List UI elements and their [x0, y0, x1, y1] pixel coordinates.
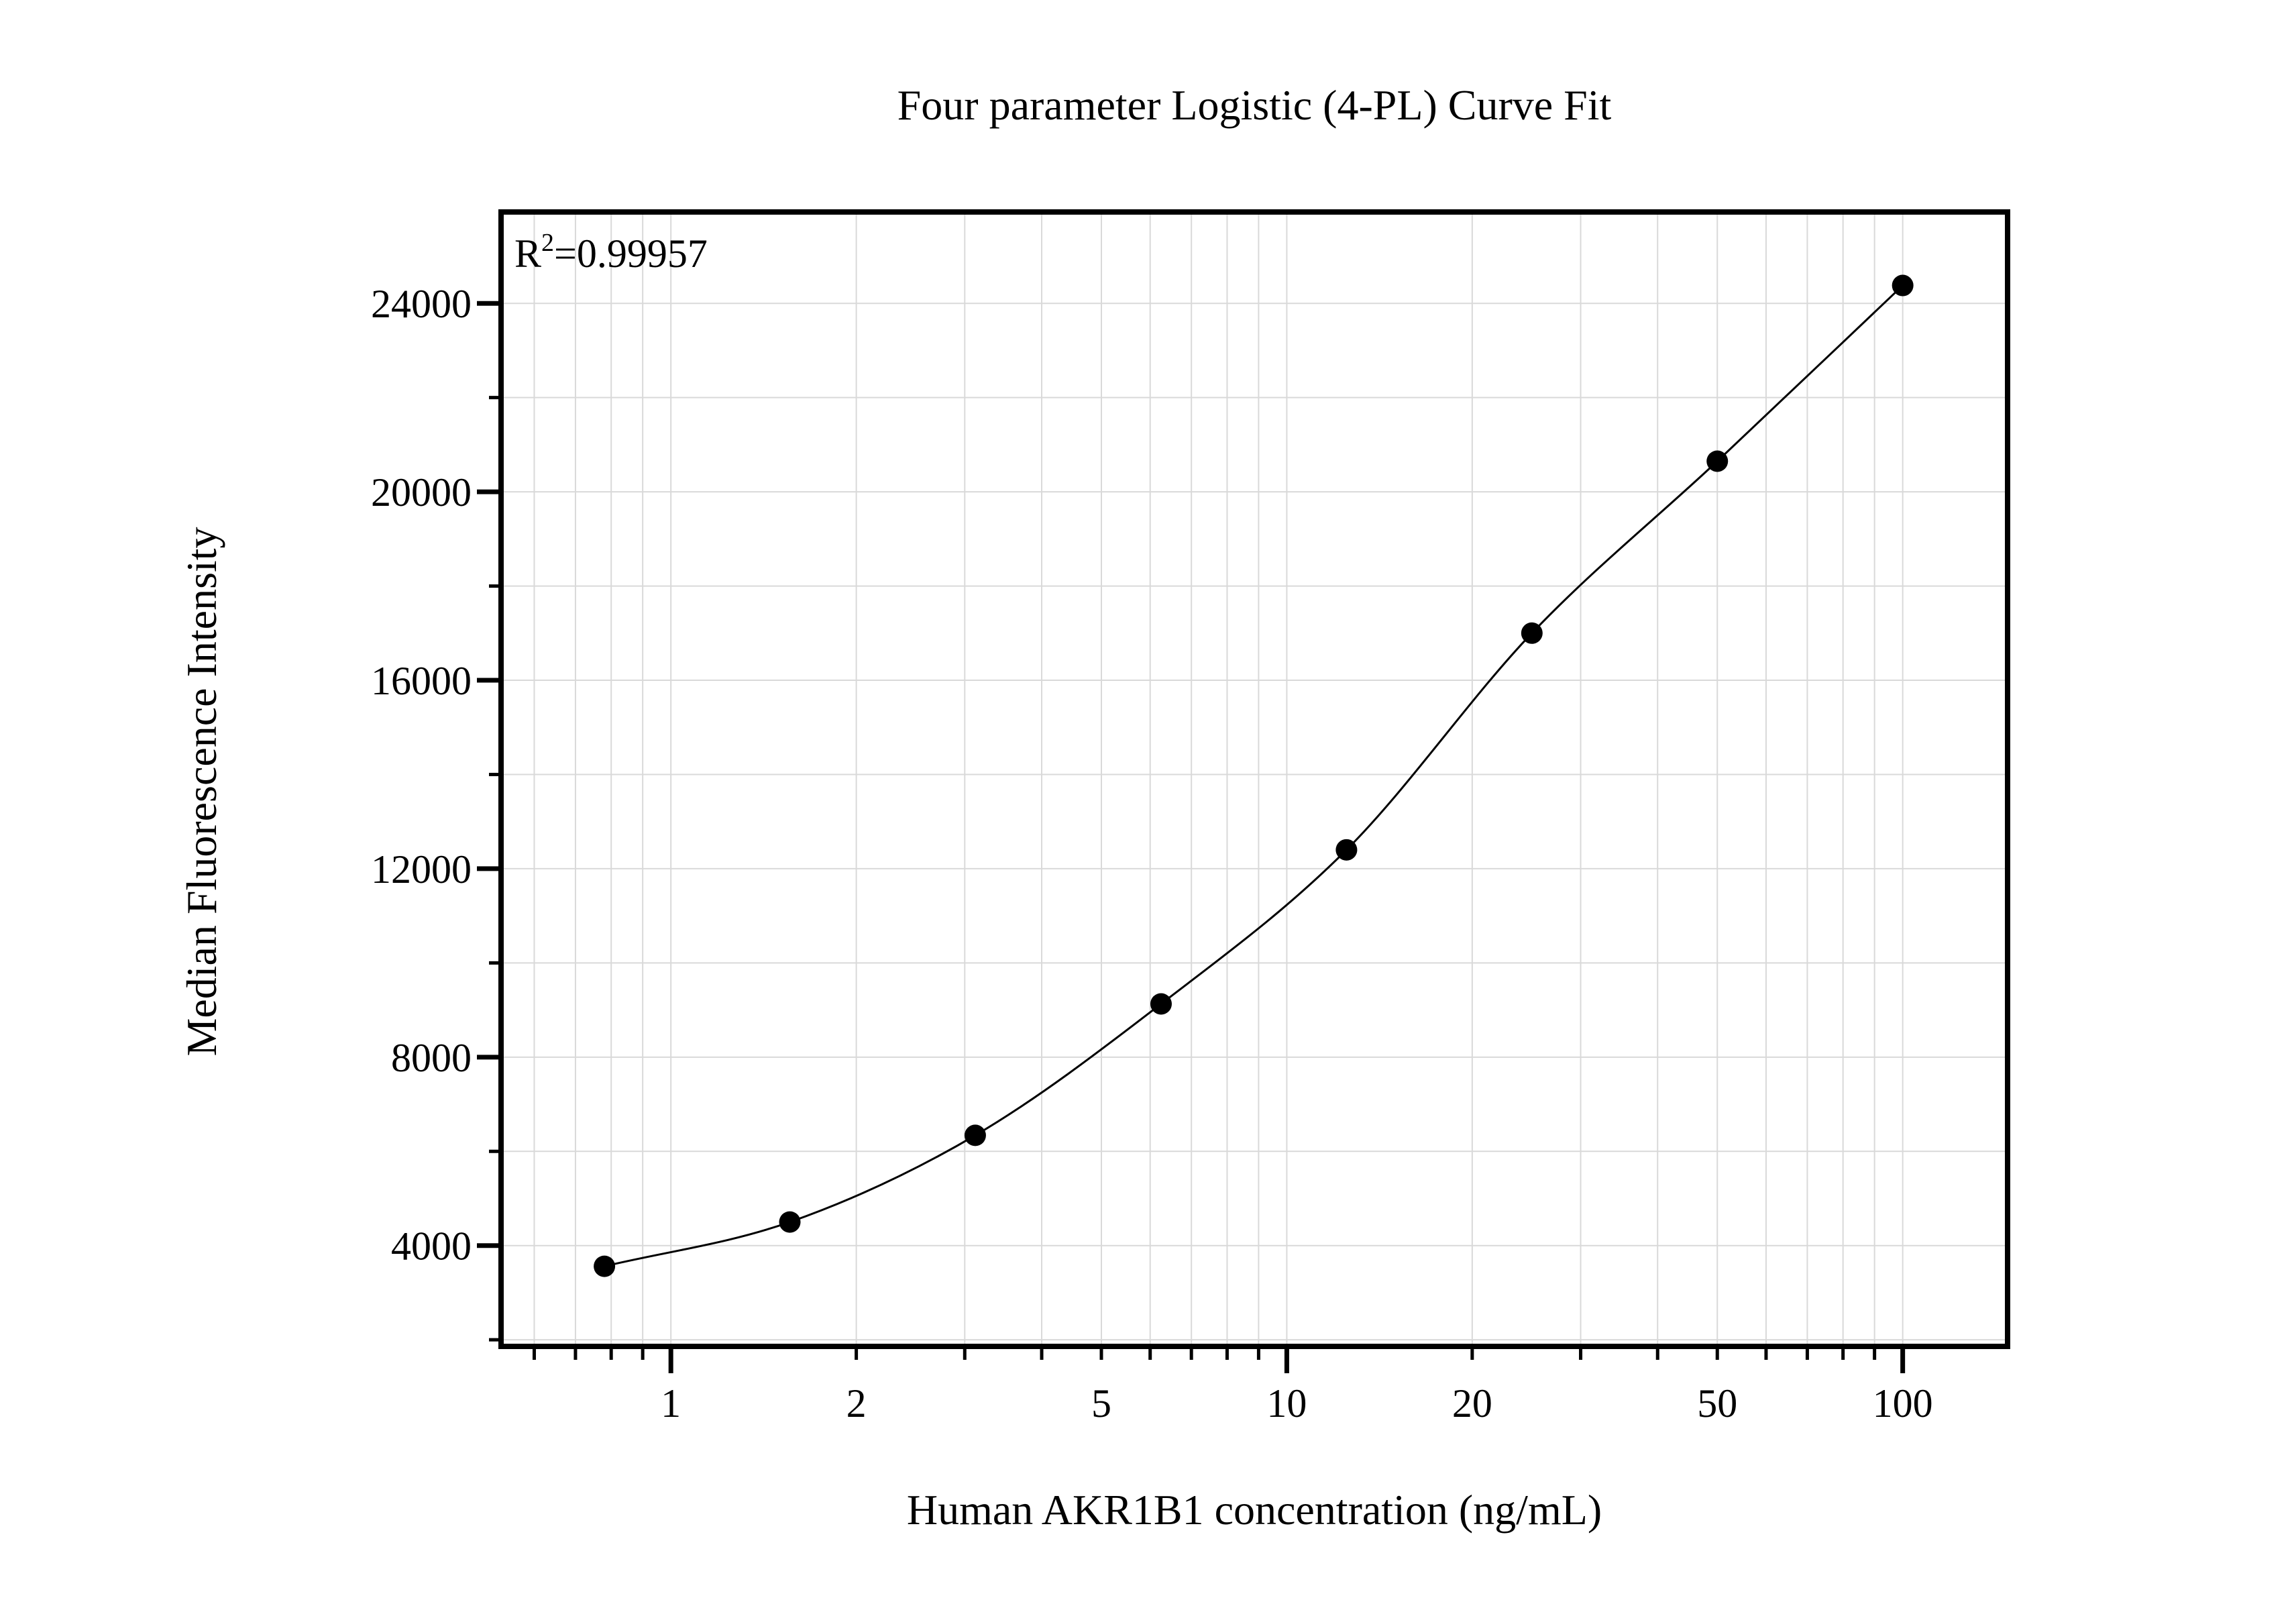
- r-squared-label: R: [514, 231, 541, 276]
- r-squared-exponent: 2: [541, 229, 554, 257]
- axis-ticks: [477, 301, 1906, 1373]
- r-squared-annotation: R2=0.99957: [514, 229, 708, 276]
- plot-border: [498, 209, 2010, 1349]
- x-tick-label: 20: [1452, 1381, 1492, 1426]
- gridlines: [501, 212, 2008, 1346]
- data-point: [1521, 622, 1543, 644]
- x-tick-label: 50: [1697, 1381, 1737, 1426]
- data-point: [964, 1124, 986, 1146]
- y-tick-label: 12000: [371, 847, 472, 892]
- x-axis-title: Human AKR1B1 concentration (ng/mL): [907, 1486, 1602, 1534]
- axis-tick-labels: 1 2 5 10 20 50 100 4000 8000 12000 16000 20000 24000: [371, 282, 1933, 1426]
- data-point: [1706, 450, 1729, 472]
- data-point: [1150, 993, 1172, 1015]
- x-tick-label: 2: [846, 1381, 867, 1426]
- data-point: [779, 1211, 801, 1233]
- y-tick-label: 4000: [391, 1224, 472, 1269]
- x-tick-label: 100: [1873, 1381, 1933, 1426]
- y-tick-label: 16000: [371, 659, 472, 703]
- data-point: [1892, 274, 1914, 297]
- chart-title: Four parameter Logistic (4-PL) Curve Fit: [897, 81, 1612, 129]
- x-tick-label: 10: [1266, 1381, 1307, 1426]
- data-points: [594, 274, 1914, 1277]
- y-tick-label: 8000: [391, 1036, 472, 1080]
- y-axis-title: Median Fluorescence Intensity: [178, 527, 225, 1056]
- x-tick-label: 5: [1091, 1381, 1111, 1426]
- data-point: [594, 1255, 616, 1277]
- r-squared-value: =0.99957: [554, 231, 708, 276]
- fit-curve-line: [604, 284, 1904, 1268]
- y-tick-label: 24000: [371, 282, 472, 326]
- data-point: [1335, 839, 1358, 861]
- x-tick-label: 1: [661, 1381, 681, 1426]
- y-tick-label: 20000: [371, 470, 472, 515]
